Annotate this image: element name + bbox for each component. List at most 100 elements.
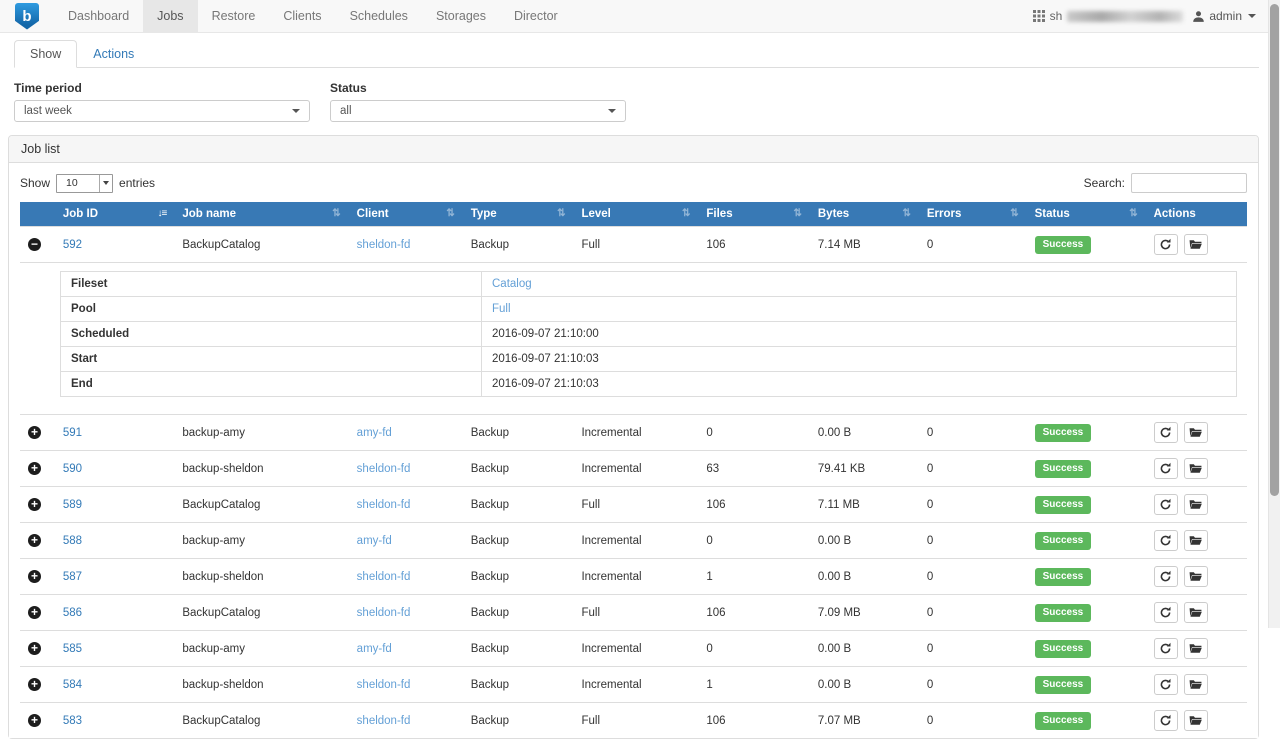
search-input[interactable]	[1131, 173, 1247, 193]
client-link[interactable]: sheldon-fd	[356, 238, 411, 251]
expand-toggle-icon[interactable]: +	[28, 498, 41, 511]
joblog-button[interactable]	[1183, 566, 1208, 587]
client-link[interactable]: sheldon-fd	[356, 462, 411, 475]
nav-item-clients[interactable]: Clients	[283, 9, 322, 23]
client-link[interactable]: amy-fd	[356, 426, 392, 439]
status-select[interactable]: all	[330, 100, 626, 122]
bareos-logo[interactable]: b	[0, 0, 54, 32]
job-name-cell: BackupCatalog	[174, 226, 349, 263]
status-cell: Success	[1026, 630, 1146, 667]
job-id-link[interactable]: 586	[62, 606, 83, 619]
tab-actions[interactable]: Actions	[93, 47, 135, 61]
column-header-files[interactable]: Files ⇅	[706, 208, 802, 220]
job-id-link[interactable]: 584	[62, 678, 83, 691]
errors-cell: 0	[918, 486, 1027, 523]
expand-toggle-icon[interactable]: +	[28, 678, 41, 691]
person-icon	[1193, 10, 1205, 22]
rerun-button[interactable]	[1153, 710, 1178, 731]
client-link[interactable]: sheldon-fd	[356, 678, 411, 691]
rerun-button[interactable]	[1153, 674, 1178, 695]
entries-select[interactable]: 10	[56, 173, 114, 193]
job-name-cell: backup-sheldon	[174, 666, 349, 703]
rerun-button[interactable]	[1153, 458, 1178, 479]
nav-item-schedules[interactable]: Schedules	[349, 9, 408, 23]
joblog-button[interactable]	[1183, 638, 1208, 659]
user-menu[interactable]: admin	[1192, 9, 1256, 23]
job-id-link[interactable]: 591	[62, 426, 83, 439]
tab-show[interactable]: Show	[14, 40, 78, 68]
column-header-type[interactable]: Type ⇅	[470, 208, 566, 220]
rerun-button[interactable]	[1153, 422, 1178, 443]
column-header-level[interactable]: Level ⇅	[581, 208, 691, 220]
job-id-link[interactable]: 589	[62, 498, 83, 511]
scrollbar-thumb[interactable]	[1270, 4, 1279, 496]
rerun-button[interactable]	[1153, 566, 1178, 587]
client-link[interactable]: amy-fd	[356, 534, 392, 547]
job-id-link[interactable]: 590	[62, 462, 83, 475]
actions-cell	[1145, 414, 1247, 451]
host-indicator: sh	[1032, 9, 1184, 23]
time-period-label: Time period	[14, 81, 82, 95]
expand-toggle-icon[interactable]: −	[28, 238, 41, 251]
nav-item-director[interactable]: Director	[513, 9, 558, 23]
nav-item-dashboard[interactable]: Dashboard	[68, 9, 130, 23]
client-cell: sheldon-fd	[348, 594, 463, 631]
rerun-button[interactable]	[1153, 602, 1178, 623]
column-header-status[interactable]: Status ⇅	[1034, 208, 1138, 220]
column-header-bytes[interactable]: Bytes ⇅	[817, 208, 911, 220]
column-header-errors[interactable]: Errors ⇅	[926, 208, 1019, 220]
joblog-button[interactable]	[1183, 234, 1208, 255]
expand-cell: +	[20, 486, 55, 523]
expand-toggle-icon[interactable]: +	[28, 426, 41, 439]
expand-toggle-icon[interactable]: +	[28, 714, 41, 727]
nav-item-restore[interactable]: Restore	[211, 9, 256, 23]
table-row: + 586 BackupCatalog sheldon-fd Backup Fu…	[20, 594, 1247, 631]
detail-link-catalog[interactable]: Catalog	[492, 278, 532, 290]
client-link[interactable]: sheldon-fd	[356, 498, 411, 511]
job-id-link[interactable]: 587	[62, 570, 83, 583]
column-header-client[interactable]: Client ⇅	[356, 208, 455, 220]
rerun-button[interactable]	[1153, 234, 1178, 255]
rerun-button[interactable]	[1153, 494, 1178, 515]
job-id-link[interactable]: 585	[62, 642, 83, 655]
nav-item-storages[interactable]: Storages	[435, 9, 486, 23]
nav-item-jobs[interactable]: Jobs	[143, 0, 198, 32]
folder-icon	[1189, 240, 1203, 249]
joblog-button[interactable]	[1183, 422, 1208, 443]
detail-value-fileset: Catalog	[481, 271, 1237, 297]
files-cell: 106	[698, 594, 810, 631]
navbar-menu: Dashboard Jobs Restore Clients Schedules Stor…	[54, 0, 572, 32]
expand-toggle-icon[interactable]: +	[28, 534, 41, 547]
actions-cell	[1145, 450, 1247, 487]
expand-toggle-icon[interactable]: +	[28, 642, 41, 655]
rerun-button[interactable]	[1153, 530, 1178, 551]
job-id-link[interactable]: 588	[62, 534, 83, 547]
client-link[interactable]: sheldon-fd	[356, 606, 411, 619]
expand-toggle-icon[interactable]: +	[28, 570, 41, 583]
detail-link-full[interactable]: Full	[492, 303, 511, 315]
client-link[interactable]: sheldon-fd	[356, 714, 411, 727]
joblog-button[interactable]	[1183, 530, 1208, 551]
client-link[interactable]: sheldon-fd	[356, 570, 411, 583]
joblog-button[interactable]	[1183, 458, 1208, 479]
joblog-button[interactable]	[1183, 674, 1208, 695]
joblog-button[interactable]	[1183, 494, 1208, 515]
expand-toggle-icon[interactable]: +	[28, 462, 41, 475]
joblog-button[interactable]	[1183, 602, 1208, 623]
entries-value: 10	[66, 177, 78, 189]
column-header-job-name[interactable]: Job name ⇅	[182, 208, 341, 220]
status-cell: Success	[1026, 450, 1146, 487]
time-period-select[interactable]: last week	[14, 100, 310, 122]
expand-toggle-icon[interactable]: +	[28, 606, 41, 619]
job-name-cell: BackupCatalog	[174, 486, 349, 523]
column-header-job-id[interactable]: Job ID ↓≡	[62, 208, 167, 220]
client-link[interactable]: amy-fd	[356, 642, 392, 655]
job-id-link[interactable]: 583	[62, 714, 83, 727]
errors-cell: 0	[918, 522, 1027, 559]
scrollbar[interactable]	[1268, 0, 1280, 628]
rerun-button[interactable]	[1153, 638, 1178, 659]
folder-icon	[1189, 500, 1203, 509]
joblog-button[interactable]	[1183, 710, 1208, 731]
job-id-link[interactable]: 592	[62, 238, 83, 251]
actions-cell	[1145, 486, 1247, 523]
